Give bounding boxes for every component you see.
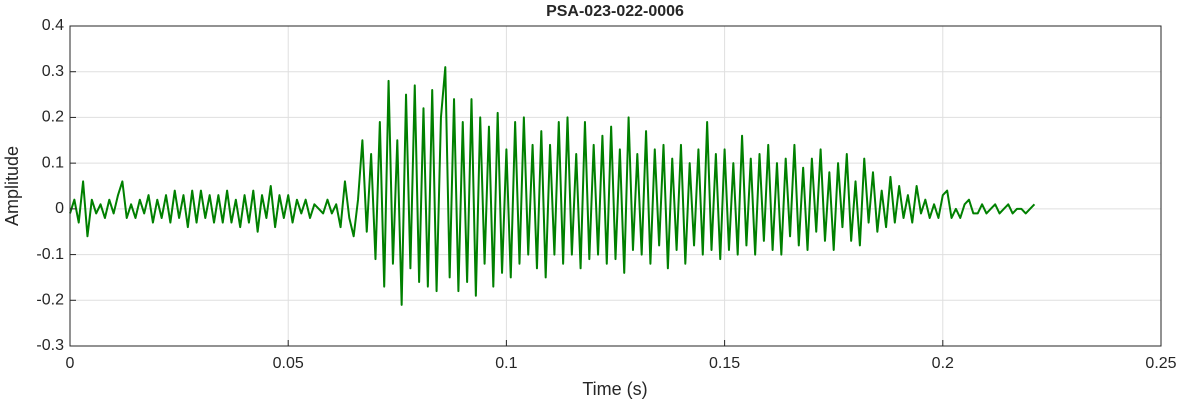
chart-title: PSA-023-022-0006 [546,3,684,20]
x-tick-label: 0.05 [273,355,304,372]
x-tick-label: 0.2 [932,355,954,372]
waveform-line [69,66,1036,306]
y-tick-label: -0.3 [36,337,64,354]
grid-layer [69,25,1162,347]
y-tick-label: -0.1 [36,246,64,263]
x-tick-label: 0.25 [1145,355,1176,372]
x-axis-label: Time (s) [582,379,647,399]
y-tick-label: -0.2 [36,292,64,309]
x-tick-label: 0 [66,355,75,372]
y-tick-label: 0.4 [42,17,64,34]
y-tick-label: 0.3 [42,63,64,80]
y-tick-label: 0.2 [42,109,64,126]
tick-layer: -0.3 -0.2 -0.1 0 0.1 0.2 0.3 0.4 0 0.05 0.1 0.15 0.2… [36,17,1176,372]
axes-box [69,25,1162,347]
y-axis-label: Amplitude [2,146,22,226]
data-layer [69,66,1036,306]
x-tick-label: 0.1 [495,355,517,372]
x-tick-label: 0.15 [709,355,740,372]
y-tick-label: 0 [55,200,64,217]
y-tick-label: 0.1 [42,154,64,171]
